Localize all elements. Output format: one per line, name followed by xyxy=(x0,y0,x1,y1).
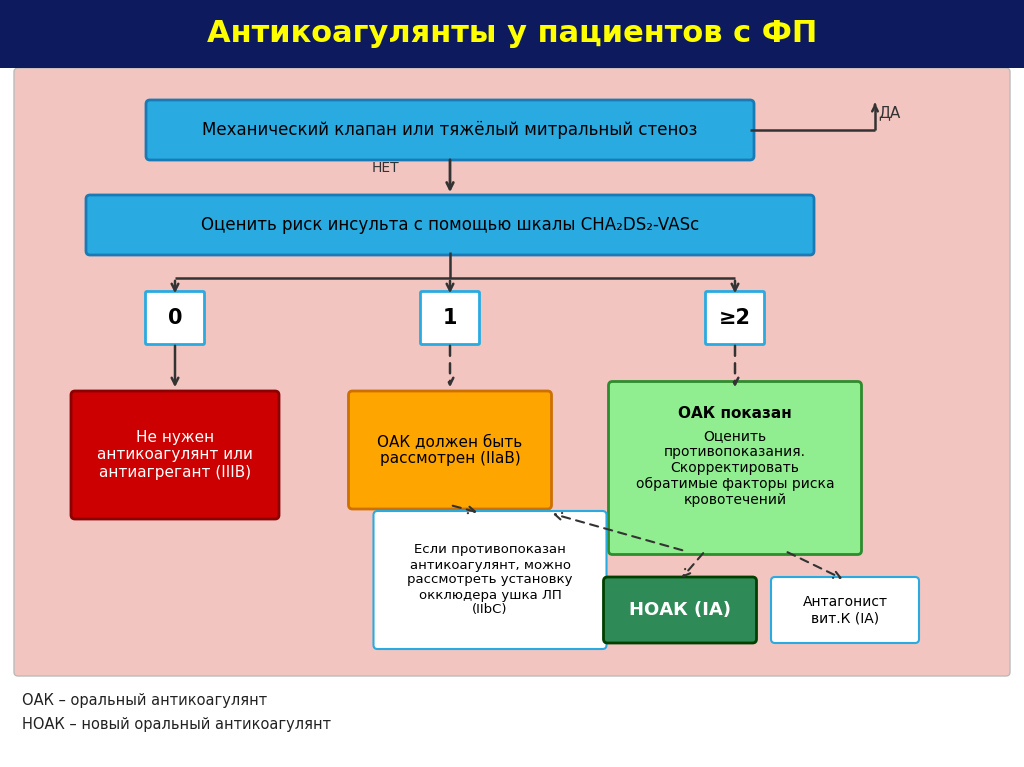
FancyBboxPatch shape xyxy=(71,391,279,519)
FancyBboxPatch shape xyxy=(608,381,861,555)
FancyBboxPatch shape xyxy=(146,100,754,160)
Text: Оценить риск инсульта с помощью шкалы CHA₂DS₂-VASc: Оценить риск инсульта с помощью шкалы CH… xyxy=(201,216,699,234)
Text: ≥2: ≥2 xyxy=(719,308,751,328)
Text: Механический клапан или тяжёлый митральный стеноз: Механический клапан или тяжёлый митральн… xyxy=(203,121,697,139)
Text: НОАК – новый оральный антикоагулянт: НОАК – новый оральный антикоагулянт xyxy=(22,717,331,732)
FancyBboxPatch shape xyxy=(145,291,205,344)
FancyBboxPatch shape xyxy=(0,0,1024,68)
Text: ОАК показан: ОАК показан xyxy=(678,406,792,420)
FancyBboxPatch shape xyxy=(86,195,814,255)
Text: ОАК должен быть
рассмотрен (IIaB): ОАК должен быть рассмотрен (IIaB) xyxy=(378,434,522,466)
Text: НОАК (IA): НОАК (IA) xyxy=(629,601,731,619)
FancyBboxPatch shape xyxy=(706,291,765,344)
FancyBboxPatch shape xyxy=(14,68,1010,676)
Text: ОАК – оральный антикоагулянт: ОАК – оральный антикоагулянт xyxy=(22,693,267,707)
Text: 1: 1 xyxy=(442,308,458,328)
Text: Антагонист
вит.К (IA): Антагонист вит.К (IA) xyxy=(803,595,888,625)
FancyBboxPatch shape xyxy=(348,391,552,509)
FancyBboxPatch shape xyxy=(771,577,919,643)
Text: ДА: ДА xyxy=(878,106,900,120)
FancyBboxPatch shape xyxy=(374,511,606,649)
FancyBboxPatch shape xyxy=(603,577,757,643)
Text: 0: 0 xyxy=(168,308,182,328)
FancyBboxPatch shape xyxy=(421,291,479,344)
Text: Не нужен
антикоагулянт или
антиагрегант (IIIB): Не нужен антикоагулянт или антиагрегант … xyxy=(97,430,253,480)
Text: Если противопоказан
антикоагулянт, можно
рассмотреть установку
окклюдера ушка ЛП: Если противопоказан антикоагулянт, можно… xyxy=(408,544,572,617)
Text: Оценить
противопоказания.
Скорректировать
обратимые факторы риска
кровотечений: Оценить противопоказания. Скорректироват… xyxy=(636,429,835,508)
Text: Антикоагулянты у пациентов с ФП: Антикоагулянты у пациентов с ФП xyxy=(207,19,817,48)
Text: НЕТ: НЕТ xyxy=(371,161,398,175)
